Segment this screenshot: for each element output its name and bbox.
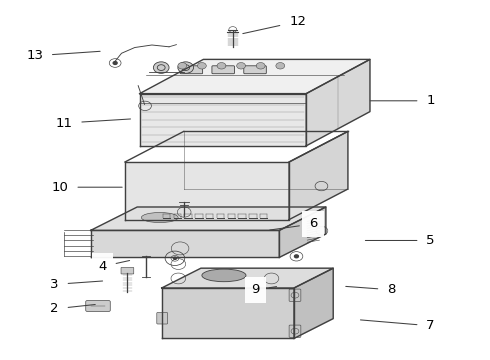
Text: 4: 4	[98, 260, 129, 273]
Polygon shape	[306, 59, 370, 146]
Polygon shape	[289, 131, 348, 220]
Polygon shape	[91, 230, 279, 257]
Polygon shape	[279, 207, 326, 257]
Polygon shape	[91, 207, 326, 230]
Polygon shape	[294, 268, 333, 338]
Text: 7: 7	[361, 319, 435, 332]
Ellipse shape	[142, 212, 178, 222]
Polygon shape	[162, 268, 333, 288]
Circle shape	[173, 257, 176, 259]
FancyBboxPatch shape	[212, 66, 234, 74]
FancyBboxPatch shape	[282, 218, 296, 227]
FancyBboxPatch shape	[180, 66, 202, 74]
Text: 6: 6	[270, 217, 317, 230]
Text: 5: 5	[366, 234, 435, 247]
Text: 9: 9	[251, 283, 276, 296]
FancyBboxPatch shape	[121, 267, 134, 274]
Circle shape	[256, 63, 265, 69]
Ellipse shape	[202, 269, 246, 282]
Text: 8: 8	[346, 283, 395, 296]
FancyBboxPatch shape	[289, 289, 301, 301]
Text: 13: 13	[26, 49, 100, 62]
Polygon shape	[140, 59, 370, 94]
Circle shape	[237, 63, 245, 69]
Circle shape	[153, 62, 169, 73]
FancyBboxPatch shape	[289, 325, 301, 337]
FancyBboxPatch shape	[157, 312, 168, 324]
FancyBboxPatch shape	[86, 301, 110, 311]
Polygon shape	[125, 162, 289, 220]
Text: 11: 11	[55, 117, 130, 130]
Circle shape	[294, 255, 298, 258]
Circle shape	[217, 63, 226, 69]
Circle shape	[178, 63, 187, 69]
FancyBboxPatch shape	[244, 66, 267, 74]
Circle shape	[178, 62, 194, 73]
Text: 12: 12	[243, 15, 306, 33]
FancyBboxPatch shape	[118, 218, 132, 227]
Text: 10: 10	[52, 181, 122, 194]
Circle shape	[113, 62, 117, 64]
Circle shape	[276, 63, 285, 69]
Polygon shape	[140, 94, 306, 146]
Polygon shape	[162, 288, 294, 338]
Text: 2: 2	[50, 302, 95, 315]
Text: 3: 3	[50, 278, 102, 291]
Text: 1: 1	[370, 94, 435, 107]
Circle shape	[197, 63, 206, 69]
